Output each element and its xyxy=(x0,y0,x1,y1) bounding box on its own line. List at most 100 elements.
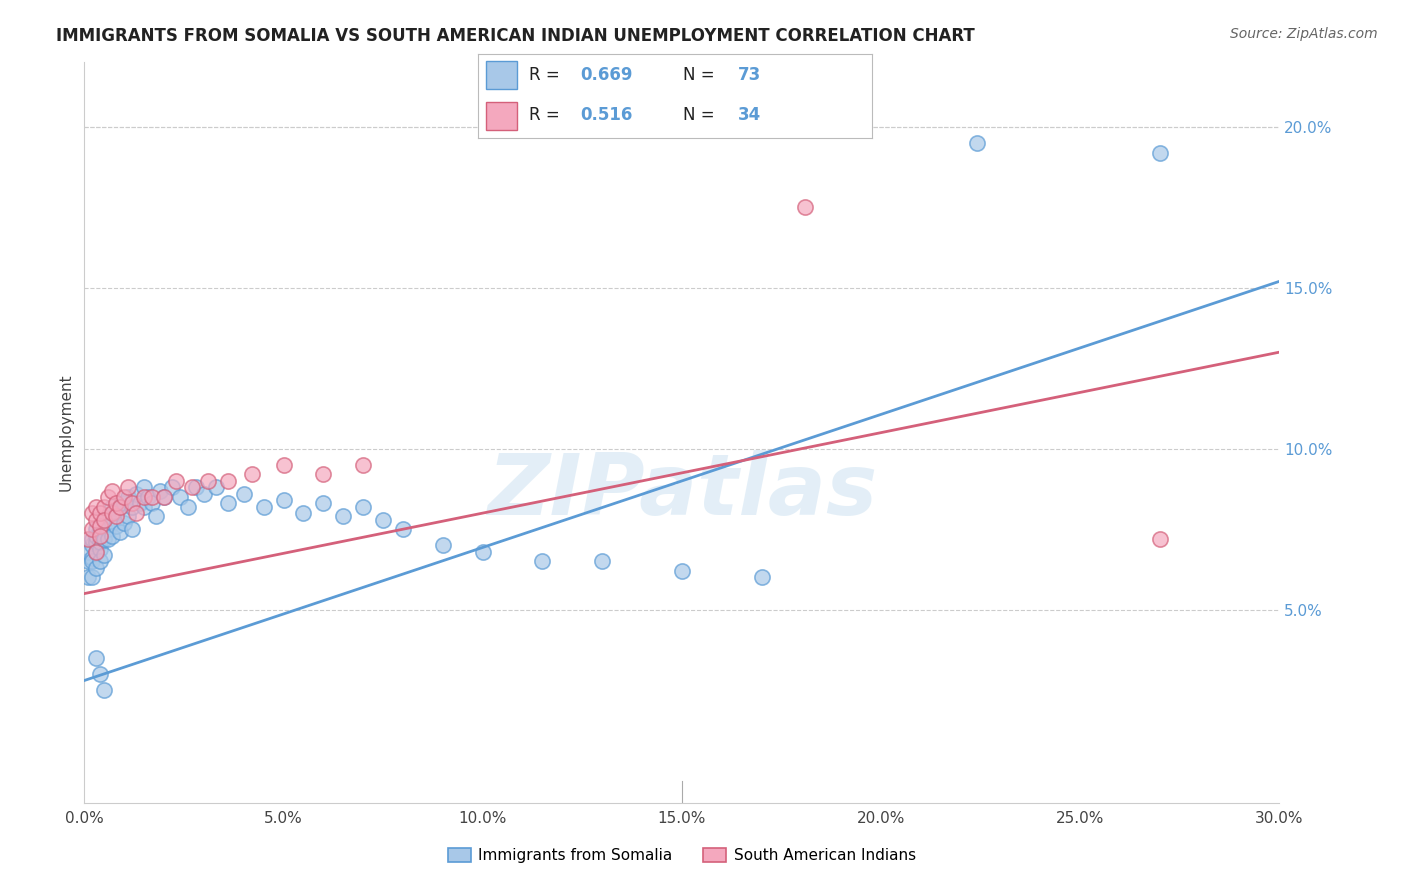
Point xyxy=(89,525,111,540)
Point xyxy=(105,519,128,533)
Text: N =: N = xyxy=(683,106,720,124)
Text: 34: 34 xyxy=(738,106,761,124)
Text: 73: 73 xyxy=(738,66,761,84)
Point xyxy=(97,532,120,546)
Y-axis label: Unemployment: Unemployment xyxy=(58,374,73,491)
Point xyxy=(125,506,148,520)
Point xyxy=(110,500,132,514)
Legend: Immigrants from Somalia, South American Indians: Immigrants from Somalia, South American … xyxy=(441,841,922,869)
Point xyxy=(97,522,120,536)
Point xyxy=(101,506,124,520)
Point xyxy=(141,496,163,510)
Point xyxy=(86,528,108,542)
Point xyxy=(751,570,773,584)
Point xyxy=(121,500,143,514)
Point xyxy=(93,519,115,533)
Point xyxy=(149,483,172,498)
Text: Source: ZipAtlas.com: Source: ZipAtlas.com xyxy=(1230,27,1378,41)
Text: 0.516: 0.516 xyxy=(581,106,633,124)
Point xyxy=(232,487,254,501)
Point xyxy=(77,554,100,568)
Point xyxy=(101,528,124,542)
Point xyxy=(101,516,124,530)
Point xyxy=(82,551,104,566)
Point xyxy=(121,522,143,536)
Point xyxy=(86,535,108,549)
Point xyxy=(117,490,139,504)
Point xyxy=(312,496,335,510)
Point xyxy=(181,480,204,494)
Point xyxy=(89,541,111,556)
Point xyxy=(671,564,693,578)
Point xyxy=(273,458,295,472)
Point xyxy=(82,506,104,520)
Point xyxy=(1149,145,1171,160)
Point xyxy=(292,506,315,520)
Point xyxy=(273,493,295,508)
Point xyxy=(97,490,120,504)
Point xyxy=(77,545,100,559)
Point xyxy=(101,483,124,498)
Point xyxy=(205,480,228,494)
Point xyxy=(89,667,111,681)
Point xyxy=(86,522,108,536)
Point xyxy=(82,532,104,546)
Point xyxy=(93,512,115,526)
Point xyxy=(112,496,135,510)
Point xyxy=(177,500,200,514)
Point xyxy=(169,490,191,504)
Point xyxy=(312,467,335,482)
Point xyxy=(591,554,613,568)
FancyBboxPatch shape xyxy=(486,62,517,89)
Point xyxy=(184,480,207,494)
Point xyxy=(193,487,215,501)
Point xyxy=(145,509,167,524)
Point xyxy=(165,474,187,488)
Point xyxy=(217,474,239,488)
Text: ZIPatlas: ZIPatlas xyxy=(486,450,877,533)
Text: 0.669: 0.669 xyxy=(581,66,633,84)
Point xyxy=(125,487,148,501)
FancyBboxPatch shape xyxy=(486,102,517,130)
Point xyxy=(86,512,108,526)
Point xyxy=(86,561,108,575)
Point xyxy=(217,496,239,510)
Point xyxy=(93,500,115,514)
Point xyxy=(93,512,115,526)
Text: N =: N = xyxy=(683,66,720,84)
Text: R =: R = xyxy=(529,106,565,124)
Point xyxy=(86,545,108,559)
Point xyxy=(352,500,374,514)
Point xyxy=(117,509,139,524)
Point xyxy=(153,490,176,504)
Point xyxy=(432,538,454,552)
Point xyxy=(141,490,163,504)
Point xyxy=(82,538,104,552)
Point xyxy=(89,535,111,549)
Point xyxy=(89,519,111,533)
Text: IMMIGRANTS FROM SOMALIA VS SOUTH AMERICAN INDIAN UNEMPLOYMENT CORRELATION CHART: IMMIGRANTS FROM SOMALIA VS SOUTH AMERICA… xyxy=(56,27,974,45)
Point xyxy=(110,500,132,514)
Point xyxy=(101,500,124,514)
Point xyxy=(129,496,152,510)
Point xyxy=(471,545,494,559)
Point xyxy=(82,570,104,584)
Point xyxy=(966,136,988,150)
Text: R =: R = xyxy=(529,66,565,84)
Point xyxy=(392,522,415,536)
Point xyxy=(89,528,111,542)
Point xyxy=(86,545,108,559)
Point xyxy=(132,490,156,504)
Point xyxy=(197,474,219,488)
Point xyxy=(82,522,104,536)
Point xyxy=(132,500,156,514)
Point xyxy=(105,506,128,520)
Point xyxy=(132,480,156,494)
Point xyxy=(240,467,263,482)
Point xyxy=(253,500,276,514)
Point xyxy=(160,480,183,494)
Point xyxy=(77,532,100,546)
Point xyxy=(1149,532,1171,546)
Point xyxy=(82,554,104,568)
Point xyxy=(105,496,128,510)
